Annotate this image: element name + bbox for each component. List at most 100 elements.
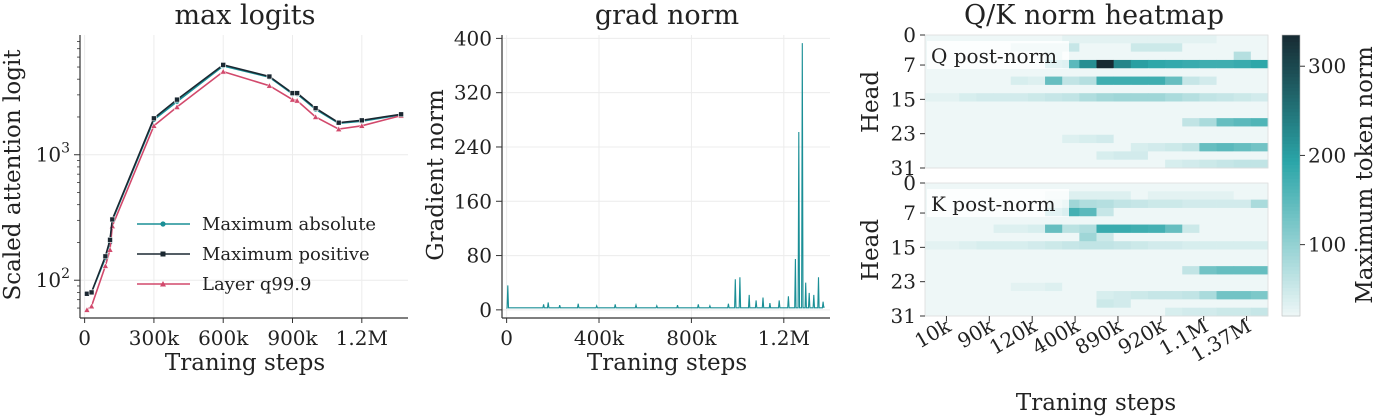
colorbar-segment: [1282, 161, 1300, 166]
heatmap-cell: [1130, 282, 1149, 292]
heatmap-cell: [976, 224, 994, 234]
heatmap-cell: [993, 151, 1012, 161]
heatmap-cell: [925, 266, 943, 275]
heatmap-cell: [1027, 118, 1046, 127]
colorbar-segment: [1282, 52, 1300, 57]
heatmap-cell: [976, 299, 994, 309]
heatmap-cell: [1130, 101, 1149, 111]
heatmap-cell: [942, 134, 960, 144]
heatmap-cell: [1233, 216, 1252, 225]
heatmap-cell: [1027, 266, 1046, 275]
heatmap-cell: [1079, 216, 1097, 225]
heatmap-cell: [1027, 241, 1046, 250]
heatmap-cell: [1182, 249, 1200, 259]
heatmap-cell: [976, 249, 994, 259]
heatmap-cell: [1165, 307, 1183, 317]
heatmap-cell: [1079, 76, 1097, 86]
max-logits-xtick-label: 0: [78, 326, 91, 350]
grad-norm-series-line: [506, 43, 825, 309]
heatmap-cell: [1147, 143, 1166, 152]
heatmap-cell: [1079, 266, 1097, 275]
heatmap-cell: [959, 84, 977, 94]
heatmap-cell: [1079, 249, 1097, 259]
heatmap-cell: [959, 134, 977, 144]
colorbar-segment: [1282, 119, 1300, 124]
heatmap-cell: [1182, 274, 1200, 284]
colorbar-segment: [1282, 168, 1300, 173]
heatmap-cell: [993, 216, 1012, 225]
heatmap-cell: [959, 257, 977, 267]
heatmap-cell: [942, 126, 960, 136]
heatmap-cell: [925, 257, 943, 267]
heatmap-cell: [1113, 43, 1132, 53]
heatmap-ytick-label: 7: [903, 53, 916, 77]
heatmap-cell: [959, 299, 977, 309]
heatmap-cell: [1096, 118, 1115, 127]
heatmap-panel-label-bg: [927, 189, 1069, 217]
heatmap-cell: [976, 266, 994, 275]
heatmap-cell: [993, 183, 1012, 192]
heatmap-cell: [1010, 93, 1029, 102]
heatmap-cell: [1199, 151, 1217, 161]
heatmap-ytick-label: 31: [891, 304, 916, 328]
heatmap-cell: [1250, 274, 1269, 284]
heatmap-cell: [1079, 199, 1097, 209]
heatmap-cell: [1010, 35, 1029, 44]
heatmap-cell: [1130, 43, 1149, 53]
colorbar-segment: [1282, 235, 1300, 240]
heatmap-cell: [942, 143, 960, 152]
legend-marker: [160, 251, 166, 257]
heatmap-cell: [1062, 191, 1080, 201]
heatmap-cell: [1147, 159, 1166, 169]
heatmap-cell: [959, 291, 977, 300]
heatmap-cell: [1045, 224, 1063, 234]
heatmap-cell: [1250, 43, 1269, 53]
heatmap-cell: [1079, 93, 1097, 102]
heatmap-cell: [1165, 118, 1183, 127]
heatmap-cell: [959, 232, 977, 242]
heatmap-cell: [925, 109, 943, 119]
heatmap-cell: [1113, 76, 1132, 86]
heatmap-cell: [1130, 299, 1149, 309]
heatmap-cell: [1010, 159, 1029, 169]
heatmap-cell: [1045, 249, 1063, 259]
grad-norm-xtick-label: 0: [500, 326, 513, 350]
heatmap-cell: [1182, 118, 1200, 127]
heatmap-cell: [1113, 216, 1132, 225]
heatmap-cell: [1165, 84, 1183, 94]
heatmap-cell: [1216, 126, 1235, 136]
heatmap-cell: [1010, 109, 1029, 119]
heatmap-cell: [1233, 126, 1252, 136]
heatmap-cell: [959, 68, 977, 77]
max-logits-point: [102, 253, 109, 260]
heatmap-cell: [1182, 257, 1200, 267]
heatmap-cell: [1165, 143, 1183, 152]
heatmap-cell: [1165, 274, 1183, 284]
grad-norm-xtick-label: 400k: [574, 326, 625, 350]
heatmap-cell: [942, 274, 960, 284]
heatmap-cell: [1147, 51, 1166, 61]
heatmap-cell: [993, 159, 1012, 169]
heatmap-panel-label: K post-norm: [931, 192, 1056, 216]
heatmap-cell: [1250, 216, 1269, 225]
max-logits-title: max logits: [174, 0, 315, 31]
heatmap-cell: [1130, 249, 1149, 259]
heatmap-cell: [1182, 59, 1200, 69]
colorbar-segment: [1282, 210, 1300, 215]
colorbar-segment: [1282, 214, 1300, 219]
heatmap-cell: [1233, 274, 1252, 284]
heatmap-cell: [1182, 232, 1200, 242]
heatmap-cell: [1096, 35, 1115, 44]
heatmap-cell: [1096, 282, 1115, 292]
heatmap-cell: [993, 249, 1012, 259]
heatmap-cell: [1096, 207, 1115, 217]
heatmap-cell: [1233, 143, 1252, 152]
max-logits-point: [312, 113, 320, 120]
heatmap-cell: [1130, 307, 1149, 317]
heatmap-cell: [1062, 282, 1080, 292]
heatmap-cell: [942, 84, 960, 94]
heatmap-cell: [1216, 257, 1235, 267]
heatmap-cell: [1096, 191, 1115, 201]
colorbar-segment: [1282, 179, 1300, 184]
heatmap-cell: [1216, 93, 1235, 102]
